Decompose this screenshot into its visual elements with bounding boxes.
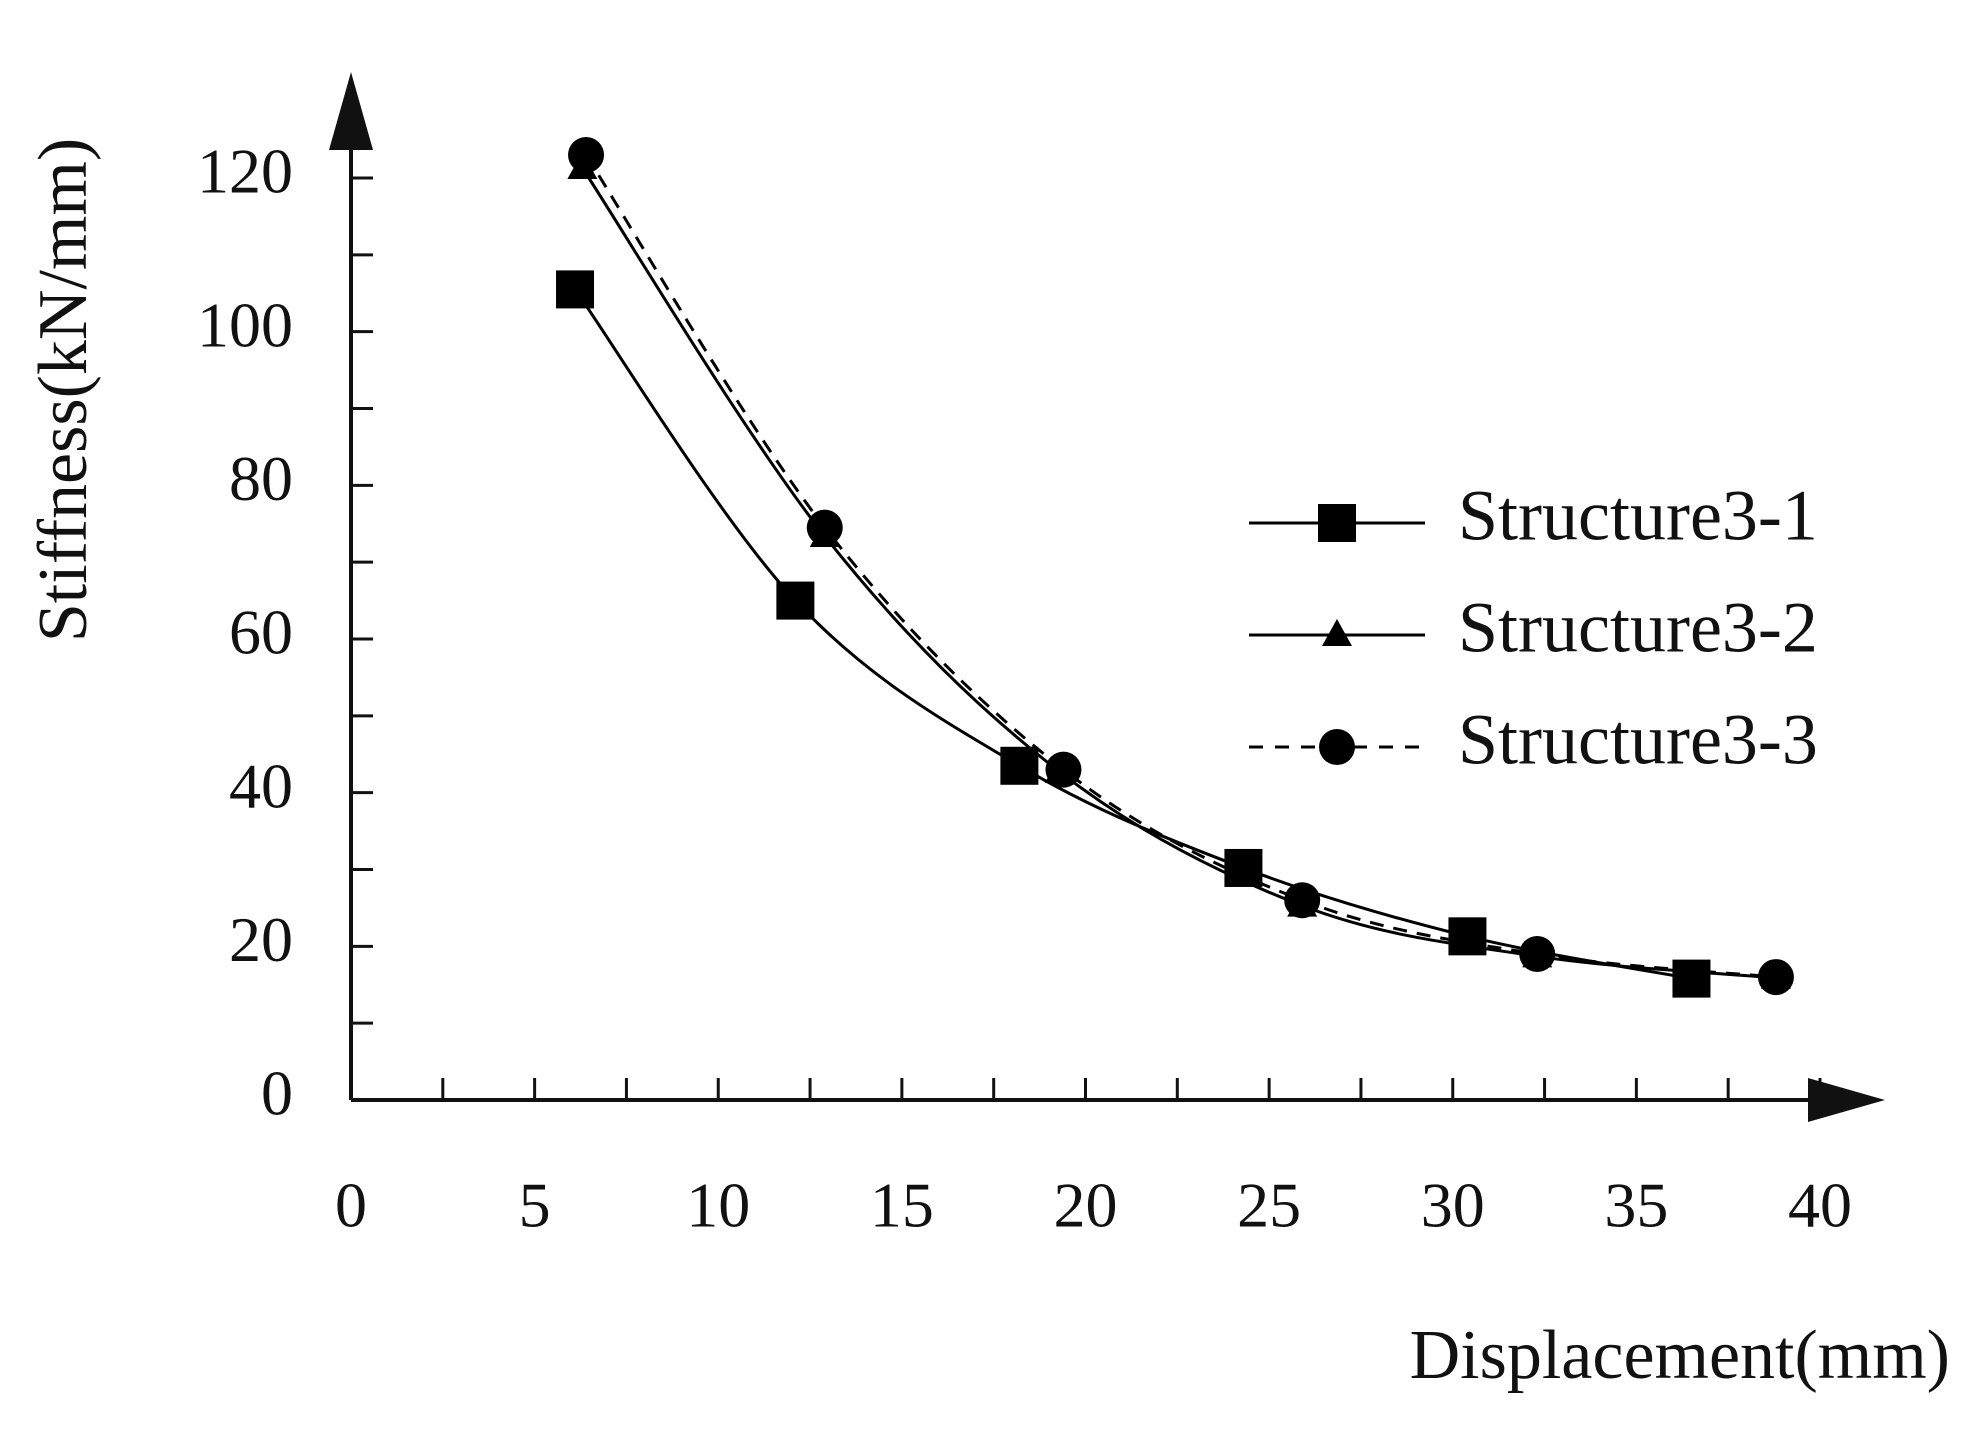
legend-marker: [1318, 504, 1356, 542]
x-tick-label: 15: [870, 1170, 934, 1241]
legend-label: Structure3-1: [1458, 476, 1818, 556]
marker: [1672, 959, 1711, 998]
x-tick-label: 10: [686, 1170, 750, 1241]
series-line: [581, 167, 1777, 980]
x-axis-arrow: [1808, 1078, 1885, 1122]
x-tick-label: 20: [1054, 1170, 1118, 1241]
y-tick-label: 20: [229, 904, 293, 975]
marker: [1045, 751, 1082, 788]
y-axis-title: Stiffness(kN/mm): [25, 138, 102, 642]
y-tick-label: 40: [229, 750, 293, 821]
x-tick-label: 5: [519, 1170, 551, 1241]
x-tick-label: 25: [1237, 1170, 1301, 1241]
x-tick-label: 0: [335, 1170, 367, 1241]
y-tick-label: 120: [197, 136, 293, 207]
marker: [556, 270, 595, 309]
marker: [1519, 936, 1556, 973]
y-tick-label: 60: [229, 597, 293, 668]
legend-label: Structure3-2: [1458, 588, 1818, 668]
legend-marker: [1319, 729, 1355, 765]
x-tick-label: 30: [1421, 1170, 1485, 1241]
marker: [1000, 746, 1039, 785]
marker: [776, 581, 815, 620]
x-axis-title: Displacement(mm): [1410, 1317, 1950, 1394]
legend-marker: [1322, 619, 1352, 646]
marker: [1284, 882, 1321, 919]
marker: [568, 136, 605, 173]
marker: [806, 509, 843, 546]
y-axis-arrow: [329, 72, 373, 150]
y-tick-label: 100: [197, 289, 293, 360]
y-tick-label: 0: [261, 1058, 293, 1129]
x-tick-label: 40: [1788, 1170, 1852, 1241]
marker: [1757, 959, 1794, 996]
x-tick-label: 35: [1604, 1170, 1668, 1241]
legend-label: Structure3-3: [1458, 700, 1818, 780]
y-tick-label: 80: [229, 443, 293, 514]
marker: [1448, 917, 1487, 956]
